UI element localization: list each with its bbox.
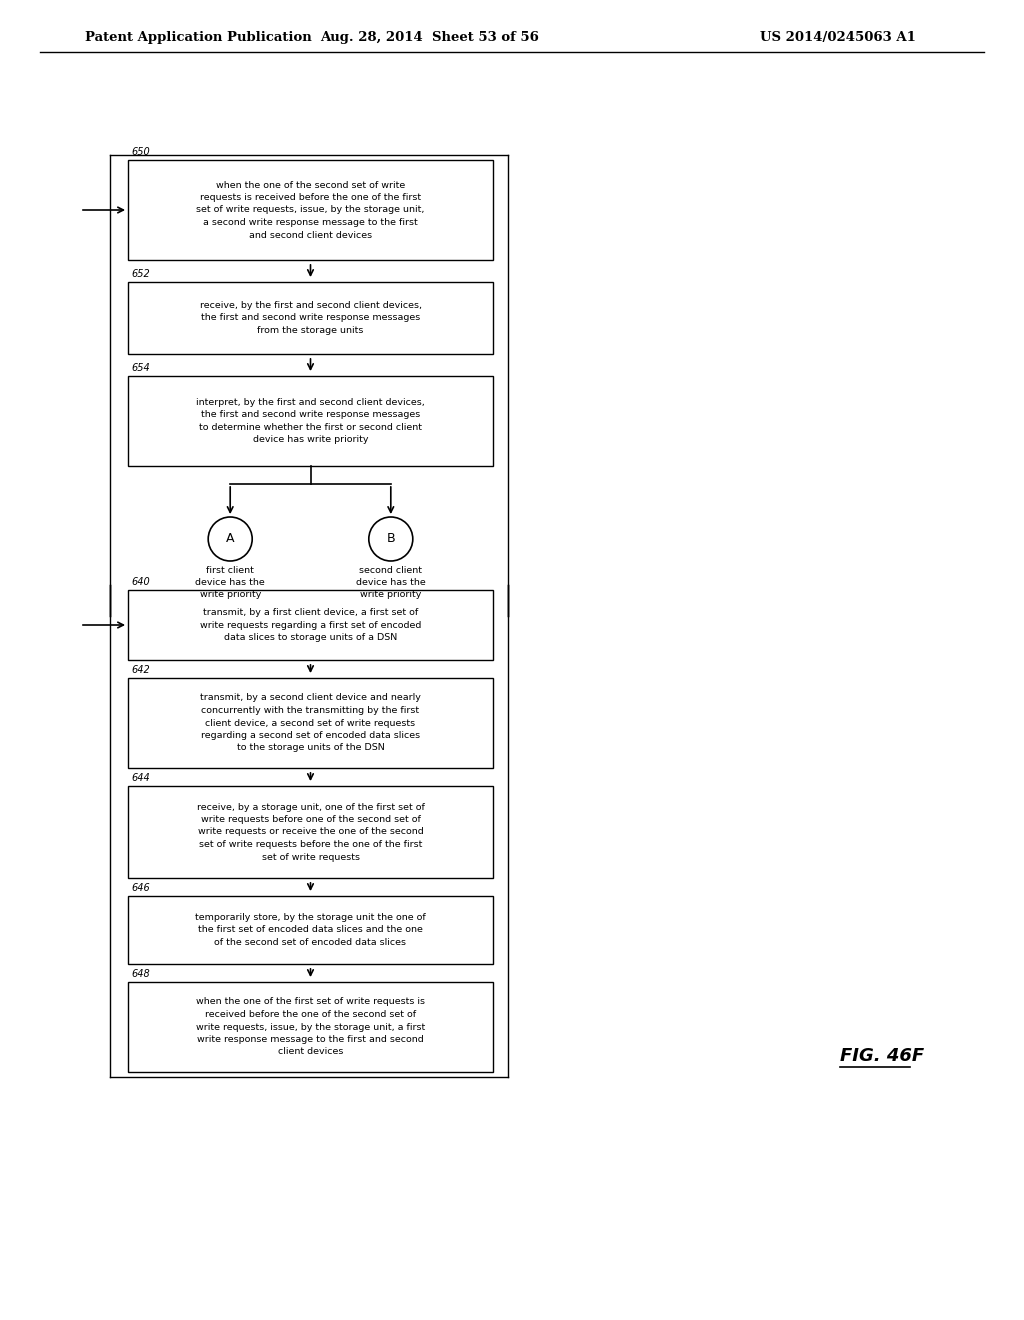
- Text: receive, by the first and second client devices,
the first and second write resp: receive, by the first and second client …: [200, 301, 422, 335]
- FancyBboxPatch shape: [128, 678, 493, 768]
- FancyBboxPatch shape: [128, 785, 493, 878]
- Text: US 2014/0245063 A1: US 2014/0245063 A1: [760, 32, 915, 45]
- Text: B: B: [386, 532, 395, 545]
- FancyBboxPatch shape: [128, 896, 493, 964]
- Text: transmit, by a second client device and nearly
concurrently with the transmittin: transmit, by a second client device and …: [200, 693, 421, 752]
- Text: 654: 654: [131, 363, 150, 374]
- Text: 646: 646: [131, 883, 150, 894]
- Text: 644: 644: [131, 774, 150, 783]
- Text: FIG. 46F: FIG. 46F: [840, 1047, 924, 1065]
- Text: first client
device has the
write priority: first client device has the write priori…: [196, 566, 265, 598]
- Text: when the one of the first set of write requests is
received before the one of th: when the one of the first set of write r…: [196, 998, 425, 1056]
- Text: A: A: [226, 532, 234, 545]
- FancyBboxPatch shape: [128, 590, 493, 660]
- Text: receive, by a storage unit, one of the first set of
write requests before one of: receive, by a storage unit, one of the f…: [197, 803, 424, 862]
- Text: when the one of the second set of write
requests is received before the one of t: when the one of the second set of write …: [197, 181, 425, 239]
- Text: interpret, by the first and second client devices,
the first and second write re: interpret, by the first and second clien…: [197, 397, 425, 445]
- FancyBboxPatch shape: [128, 376, 493, 466]
- Text: second client
device has the
write priority: second client device has the write prior…: [356, 566, 426, 598]
- Text: 642: 642: [131, 665, 150, 675]
- FancyBboxPatch shape: [128, 982, 493, 1072]
- Text: transmit, by a first client device, a first set of
write requests regarding a fi: transmit, by a first client device, a fi…: [200, 609, 421, 642]
- Text: Aug. 28, 2014  Sheet 53 of 56: Aug. 28, 2014 Sheet 53 of 56: [321, 32, 540, 45]
- Text: 650: 650: [131, 147, 150, 157]
- Text: temporarily store, by the storage unit the one of
the first set of encoded data : temporarily store, by the storage unit t…: [196, 913, 426, 946]
- FancyBboxPatch shape: [128, 160, 493, 260]
- Text: 640: 640: [131, 577, 150, 587]
- FancyBboxPatch shape: [128, 282, 493, 354]
- Text: 648: 648: [131, 969, 150, 979]
- Text: 652: 652: [131, 269, 150, 279]
- Text: Patent Application Publication: Patent Application Publication: [85, 32, 311, 45]
